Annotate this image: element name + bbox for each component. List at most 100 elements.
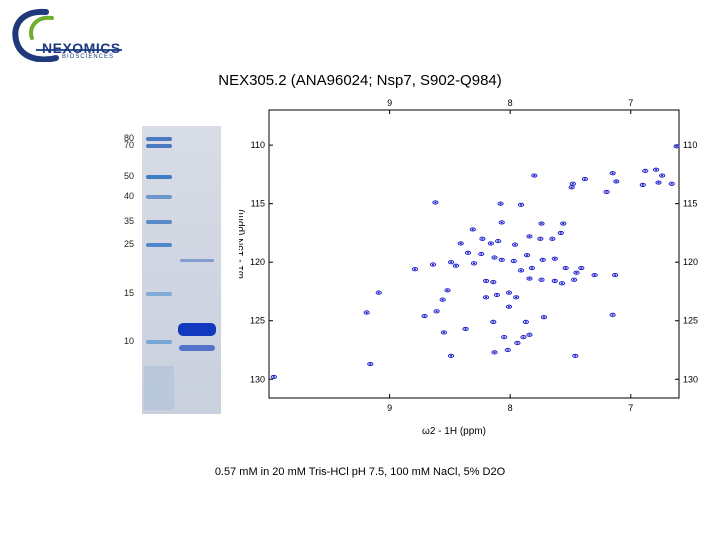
nmr-peak — [659, 173, 666, 178]
x-tick-label-bottom: 8 — [508, 403, 513, 413]
sample-conditions-caption: 0.57 mM in 20 mM Tris-HCl pH 7.5, 100 mM… — [214, 466, 506, 478]
nmr-peak — [367, 361, 374, 367]
x-tick-label-bottom: 7 — [628, 403, 633, 413]
y-axis-label: ω1 - 15N (ppm) — [239, 209, 246, 279]
mw-marker-label: 80 — [124, 133, 135, 143]
mw-marker-label: 70 — [124, 140, 135, 150]
nmr-peak — [551, 256, 558, 261]
mw-marker-label: 10 — [124, 336, 135, 346]
nmr-peak — [539, 257, 546, 262]
logo-subtitle: BIOSCIENCES — [62, 54, 115, 60]
nmr-peak — [482, 295, 490, 300]
logo-swoosh-icon — [12, 8, 122, 63]
nmr-peak — [487, 241, 494, 246]
nmr-peak — [421, 313, 428, 319]
sds-page-gel — [142, 126, 221, 414]
nmr-peak — [493, 292, 501, 298]
nmr-peak — [482, 278, 490, 284]
y-tick-label-right: 130 — [683, 374, 698, 384]
nmr-peak — [558, 281, 566, 286]
nmr-peak — [611, 272, 619, 278]
marker-band-35 — [146, 220, 172, 224]
nmr-peak — [505, 290, 513, 295]
nmr-peak — [581, 176, 589, 182]
y-tick-label-right: 125 — [683, 316, 698, 326]
nmr-peak — [490, 319, 497, 325]
y-tick-label-right: 110 — [683, 140, 697, 150]
nmr-peak — [411, 267, 419, 272]
nmr-peak — [505, 304, 513, 309]
sample-band-upper — [180, 259, 214, 262]
mw-marker-label: 35 — [124, 216, 135, 226]
marker-band-15 — [146, 292, 172, 296]
nmr-peak — [495, 239, 502, 244]
nmr-peak — [470, 261, 478, 266]
nmr-peak — [609, 312, 616, 317]
nmr-peak — [440, 330, 447, 335]
nmr-peak — [478, 251, 485, 257]
nmr-peak — [573, 270, 580, 275]
nmr-peak — [429, 262, 437, 267]
nmr-peak — [562, 265, 569, 271]
gel-bands — [144, 137, 216, 410]
nmr-peak — [439, 297, 446, 302]
nmr-peak — [526, 332, 533, 337]
y-tick-label-left: 125 — [250, 316, 265, 326]
nmr-peak — [462, 326, 469, 332]
nmr-peak — [464, 250, 472, 255]
nmr-peak — [363, 310, 370, 315]
nmr-peak — [538, 277, 545, 282]
nmr-peak — [655, 180, 662, 185]
nmr-peak — [501, 335, 508, 340]
hsqc-spectrum: 9 9 8 8 7 7 110 110 115 115 120 120 125 125 130 130 ω2 -… — [239, 98, 698, 437]
nmr-peak — [578, 265, 585, 271]
nmr-peak — [603, 189, 610, 195]
nmr-peak — [568, 185, 575, 190]
marker-band-40 — [146, 195, 172, 199]
nmr-peak — [511, 242, 519, 247]
sample-band-main — [178, 323, 216, 336]
y-tick-label-left: 130 — [250, 374, 265, 384]
nmr-peak — [613, 179, 620, 184]
nmr-peak — [668, 181, 675, 186]
nmr-peak — [490, 279, 497, 285]
nmr-peak — [526, 276, 533, 281]
nmr-peak — [491, 350, 498, 355]
marker-band-50 — [146, 175, 172, 179]
nmr-peak — [540, 315, 548, 320]
nmr-peak — [572, 353, 579, 358]
plot-frame — [268, 109, 680, 399]
nmr-peak — [498, 257, 505, 262]
nmr-peak — [520, 335, 527, 340]
y-tick-label-right: 120 — [683, 257, 698, 267]
nmr-peak — [444, 288, 451, 293]
sample-band-lower — [179, 345, 215, 351]
x-tick-label-top: 9 — [387, 98, 392, 108]
nmr-peak — [375, 290, 382, 295]
marker-band-10 — [146, 340, 172, 344]
nmr-peak — [504, 347, 511, 353]
x-tick-label-top: 7 — [628, 98, 633, 108]
nmr-peak — [569, 181, 576, 186]
marker-band-25 — [146, 243, 172, 247]
mw-marker-label: 40 — [124, 191, 135, 201]
nmr-peak — [491, 255, 498, 260]
nmr-peak — [557, 230, 564, 236]
marker-band-70 — [146, 144, 172, 148]
nmr-peak — [523, 253, 531, 258]
x-tick-label-top: 8 — [508, 98, 513, 108]
nmr-peak — [432, 200, 439, 205]
nmr-peak — [514, 340, 521, 346]
nmr-peak — [522, 319, 529, 325]
nmr-peak — [551, 278, 558, 284]
nmr-peak — [497, 201, 504, 206]
y-tick-label-left: 110 — [251, 140, 265, 150]
y-tick-label-left: 120 — [250, 257, 265, 267]
y-tick-label-right: 115 — [683, 199, 697, 209]
nmr-peak — [526, 234, 533, 239]
nmr-peak — [433, 309, 440, 314]
page-title: NEX305.2 (ANA96024; Nsp7, S902-Q984) — [218, 72, 502, 89]
nmr-peak — [528, 265, 535, 271]
nmr-peak — [642, 168, 649, 173]
nmr-peak — [517, 202, 525, 207]
